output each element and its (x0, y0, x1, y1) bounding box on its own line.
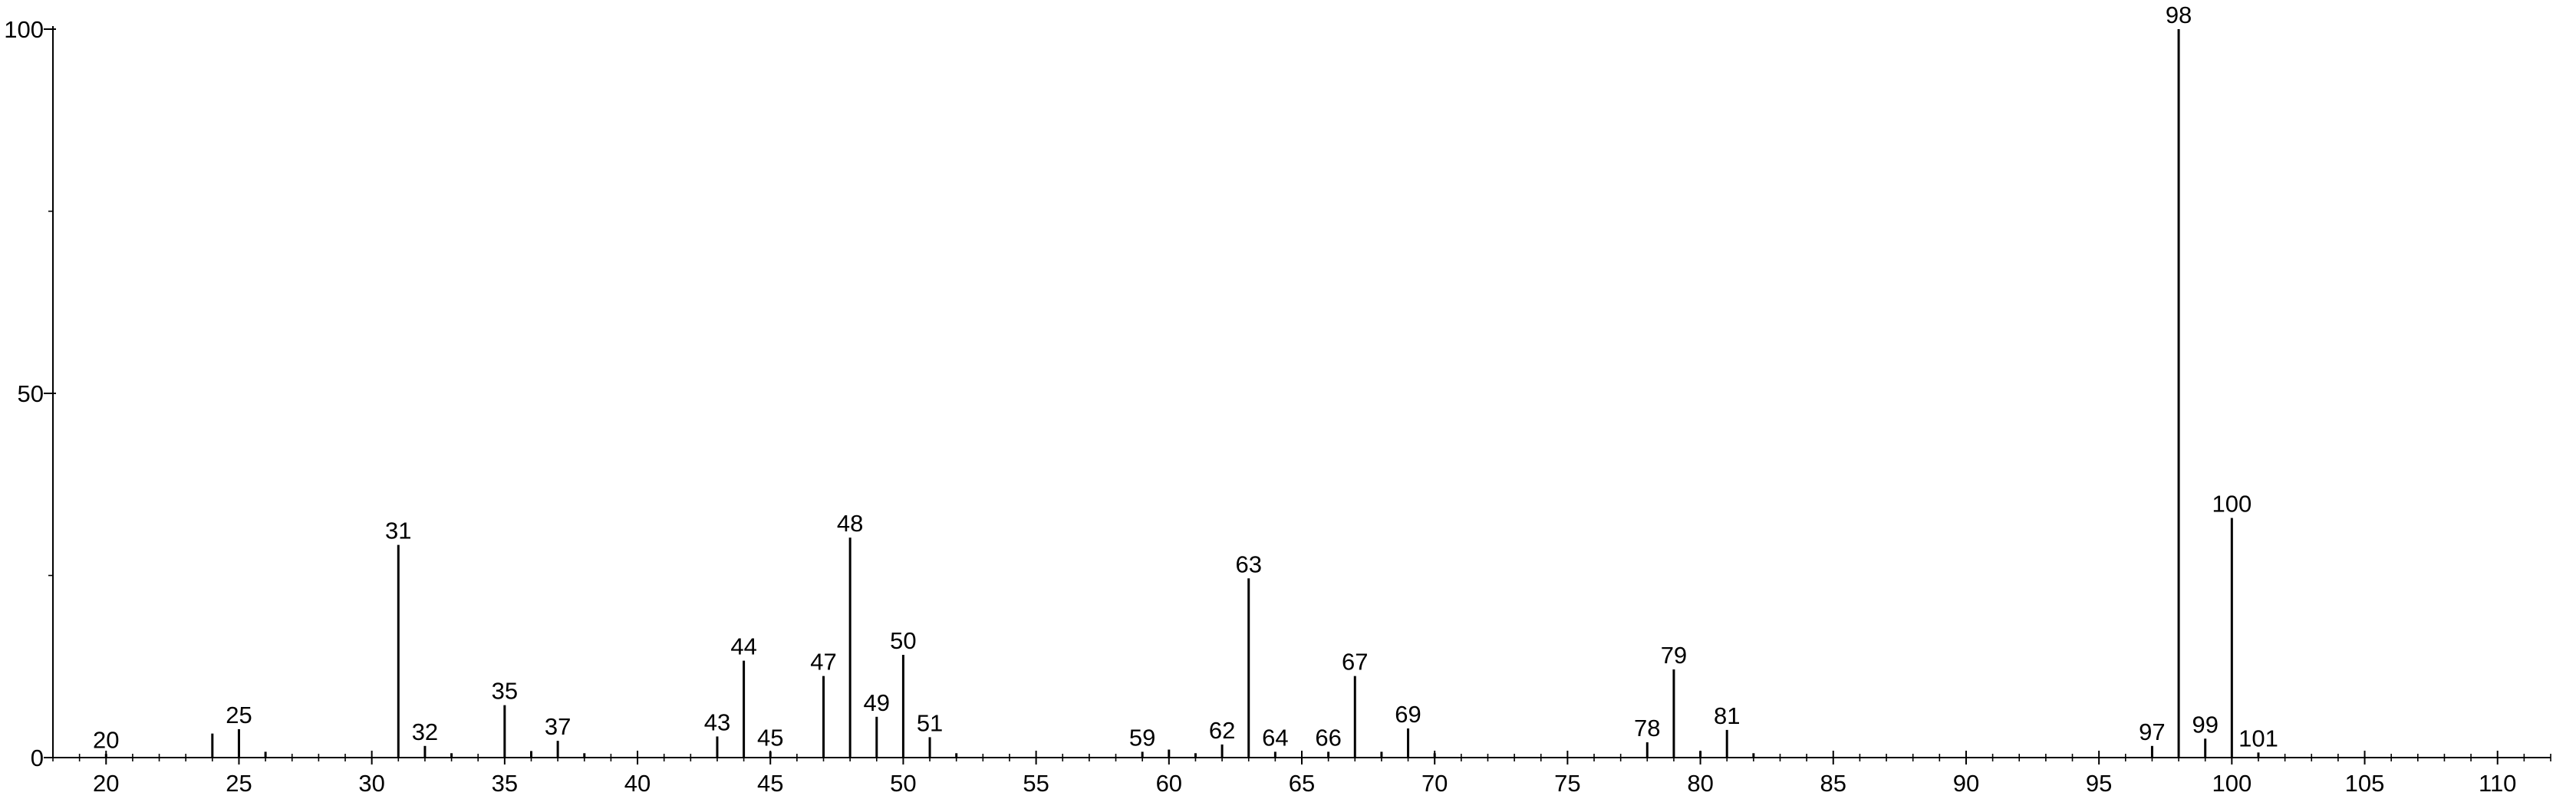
peak-label: 63 (1235, 551, 1261, 577)
x-tick-label: 110 (2479, 770, 2516, 797)
peak-label: 79 (1661, 642, 1687, 669)
x-tick-label: 30 (358, 770, 384, 797)
x-tick-label: 90 (1953, 770, 1979, 797)
peak-series: 20 25 31 32 35 37 43 44 45 47 48 49 50 51 59 62 63 64 66 67… (93, 2, 2278, 758)
peak-label: 69 (1395, 701, 1421, 728)
peak-label: 81 (1714, 702, 1740, 729)
peak-label: 25 (226, 702, 252, 728)
x-tick-label: 45 (757, 770, 783, 797)
x-tick-label: 60 (1156, 770, 1182, 797)
x-tick-label: 80 (1687, 770, 1713, 797)
peak-label: 97 (2139, 718, 2165, 745)
peak-label: 101 (2238, 725, 2278, 751)
peak-label: 99 (2192, 711, 2218, 738)
peak-label: 48 (837, 510, 863, 537)
peak-label: 59 (1129, 724, 1155, 751)
x-tick-label: 100 (2212, 770, 2252, 797)
peak-label: 78 (1634, 715, 1660, 741)
peak-label: 51 (917, 709, 943, 736)
peak-label: 45 (757, 724, 783, 751)
axes: 20 25 30 35 40 45 50 55 60 65 70 75 80 85 90 95 100 105 11… (4, 16, 2551, 797)
peak-label: 31 (385, 518, 411, 544)
peak-label: 35 (492, 678, 518, 705)
peak-label: 66 (1315, 724, 1341, 751)
x-tick-label: 70 (1421, 770, 1448, 797)
x-tick-label: 35 (492, 770, 518, 797)
peak-label: 32 (412, 718, 438, 745)
x-tick-label: 105 (2345, 770, 2385, 797)
peak-label: 20 (93, 726, 119, 753)
peak-label: 98 (2166, 2, 2192, 28)
x-tick-label: 40 (624, 770, 651, 797)
peak-label: 67 (1342, 649, 1368, 676)
peak-label: 47 (810, 649, 836, 676)
x-tick-label: 55 (1023, 770, 1049, 797)
peak-label: 100 (2212, 490, 2252, 517)
x-tick-label: 25 (226, 770, 252, 797)
x-tick-label: 50 (890, 770, 916, 797)
peak-label: 37 (545, 713, 571, 740)
x-tick-label: 75 (1554, 770, 1580, 797)
peak-label: 49 (864, 689, 890, 716)
y-tick-label: 100 (4, 16, 44, 43)
y-tick-label: 50 (18, 380, 44, 407)
x-tick-label: 85 (1820, 770, 1846, 797)
peak-label: 62 (1209, 717, 1235, 744)
x-tick-label: 65 (1289, 770, 1315, 797)
y-tick-label: 0 (31, 745, 44, 771)
peak-label: 50 (890, 627, 916, 654)
x-tick-label: 95 (2086, 770, 2112, 797)
peak-label: 43 (704, 709, 730, 735)
x-tick-label: 20 (93, 770, 119, 797)
peak-label: 44 (730, 633, 756, 660)
peak-label: 64 (1262, 724, 1288, 751)
